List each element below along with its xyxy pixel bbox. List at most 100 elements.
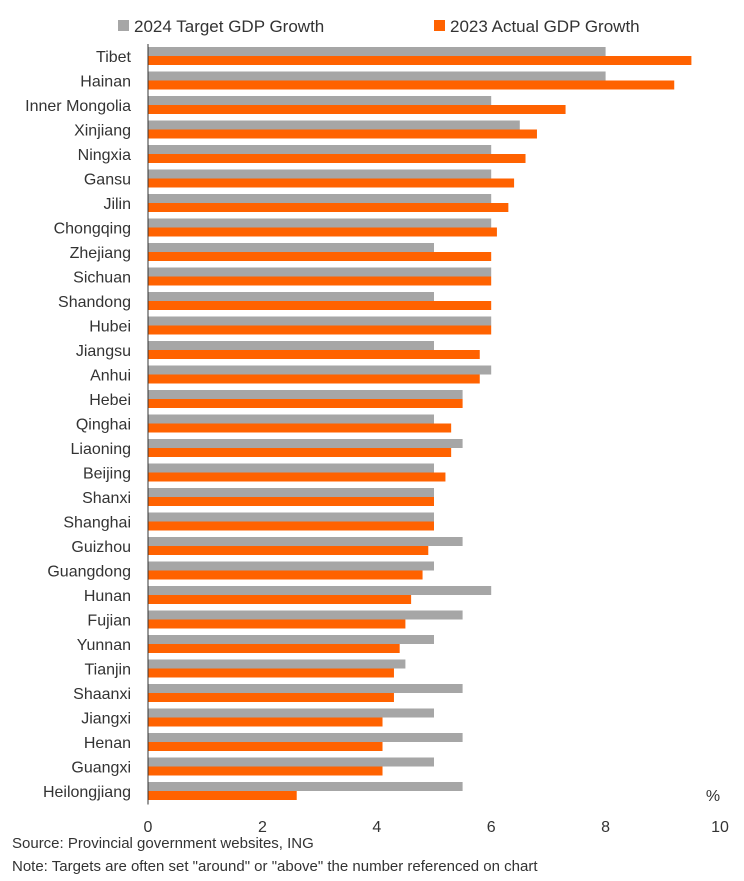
bar-hebei-actual: [148, 399, 463, 408]
bar-henan-actual: [148, 742, 383, 751]
bar-guangxi-actual: [148, 766, 383, 776]
bar-jiangsu-target: [148, 341, 434, 350]
bar-guangdong-target: [148, 561, 434, 571]
bar-heilongjiang-target: [148, 782, 463, 791]
bar-beijing-target: [148, 463, 434, 473]
bar-guizhou-target: [148, 537, 463, 546]
bar-inner-mongolia-actual: [148, 105, 566, 114]
category-label-beijing: Beijing: [83, 466, 131, 483]
category-label-jilin: Jilin: [103, 196, 131, 213]
legend-swatch-target: [118, 20, 129, 31]
category-label-hainan: Hainan: [80, 74, 131, 91]
x-tick-label-0: 0: [144, 819, 153, 836]
category-label-zhejiang: Zhejiang: [70, 245, 131, 262]
bar-jiangxi-actual: [148, 717, 383, 727]
bars: [148, 47, 692, 800]
bar-tibet-target: [148, 47, 606, 56]
bar-shanxi-actual: [148, 497, 434, 506]
category-label-heilongjiang: Heilongjiang: [43, 784, 131, 801]
bar-tibet-actual: [148, 56, 692, 65]
bar-shandong-actual: [148, 301, 492, 310]
bar-jiangsu-actual: [148, 350, 480, 359]
bar-hubei-target: [148, 316, 492, 326]
bar-henan-target: [148, 733, 463, 742]
bar-anhui-target: [148, 365, 492, 375]
category-label-tianjin: Tianjin: [84, 662, 131, 679]
bar-shaanxi-actual: [148, 693, 394, 702]
x-tick-label-8: 8: [601, 819, 610, 836]
legend: 2024 Target GDP Growth 2023 Actual GDP G…: [118, 17, 640, 36]
category-label-fujian: Fujian: [87, 613, 131, 630]
bar-inner-mongolia-target: [148, 96, 492, 105]
bar-shanxi-target: [148, 488, 434, 497]
bar-xinjiang-target: [148, 120, 520, 130]
bar-fujian-target: [148, 610, 463, 620]
bar-heilongjiang-actual: [148, 791, 297, 800]
legend-label-target: 2024 Target GDP Growth: [134, 17, 324, 36]
category-label-shanxi: Shanxi: [82, 490, 131, 507]
category-label-jiangxi: Jiangxi: [81, 711, 131, 728]
bar-xinjiang-actual: [148, 129, 537, 139]
category-label-shanghai: Shanghai: [63, 515, 131, 532]
x-tick-label-6: 6: [487, 819, 496, 836]
category-label-yunnan: Yunnan: [77, 637, 131, 654]
x-tick-label-2: 2: [258, 819, 267, 836]
bar-yunnan-actual: [148, 644, 400, 653]
bar-hainan-target: [148, 71, 606, 81]
category-label-hunan: Hunan: [84, 588, 131, 605]
category-label-xinjiang: Xinjiang: [74, 123, 131, 140]
category-label-guangdong: Guangdong: [47, 564, 131, 581]
category-label-inner-mongolia: Inner Mongolia: [25, 98, 131, 115]
category-label-jiangsu: Jiangsu: [76, 343, 131, 360]
category-label-shaanxi: Shaanxi: [73, 686, 131, 703]
bar-tianjin-actual: [148, 668, 394, 678]
bar-tianjin-target: [148, 659, 406, 669]
unit-label: %: [706, 788, 720, 805]
bar-zhejiang-actual: [148, 252, 492, 261]
category-label-qinghai: Qinghai: [76, 417, 131, 434]
bar-hunan-actual: [148, 595, 412, 604]
bar-beijing-actual: [148, 472, 446, 482]
bar-guizhou-actual: [148, 546, 429, 555]
bar-qinghai-target: [148, 414, 434, 424]
bar-hainan-actual: [148, 80, 675, 90]
category-label-hubei: Hubei: [89, 319, 131, 336]
bar-anhui-actual: [148, 374, 480, 384]
bar-liaoning-actual: [148, 448, 452, 457]
bar-zhejiang-target: [148, 243, 434, 252]
bar-guangdong-actual: [148, 570, 423, 580]
category-labels: Tibet Hainan Inner Mongolia Xinjiang Ningxia…: [25, 49, 131, 801]
category-label-hebei: Hebei: [89, 392, 131, 409]
bar-chongqing-actual: [148, 227, 497, 237]
legend-label-actual: 2023 Actual GDP Growth: [450, 17, 640, 36]
category-label-shandong: Shandong: [58, 294, 131, 311]
category-label-ningxia: Ningxia: [78, 147, 131, 164]
targets-note: Note: Targets are often set "around" or …: [12, 858, 538, 875]
bar-jiangxi-target: [148, 708, 434, 718]
bar-jilin-actual: [148, 203, 509, 212]
bar-shanghai-target: [148, 512, 434, 522]
bar-sichuan-target: [148, 267, 492, 277]
bar-sichuan-actual: [148, 276, 492, 286]
bar-hubei-actual: [148, 325, 492, 335]
category-label-sichuan: Sichuan: [73, 270, 131, 287]
bar-gansu-actual: [148, 178, 515, 188]
bar-ningxia-actual: [148, 154, 526, 163]
bar-shandong-target: [148, 292, 434, 301]
x-tick-label-10: 10: [711, 819, 729, 836]
bar-qinghai-actual: [148, 423, 452, 433]
bar-jilin-target: [148, 194, 492, 203]
bar-chongqing-target: [148, 218, 492, 228]
bar-fujian-actual: [148, 619, 406, 629]
bar-gansu-target: [148, 169, 492, 179]
bar-yunnan-target: [148, 635, 434, 644]
source-note: Source: Provincial government websites, …: [12, 835, 314, 852]
bar-ningxia-target: [148, 145, 492, 154]
bar-shanghai-actual: [148, 521, 434, 531]
bar-hebei-target: [148, 390, 463, 399]
category-label-henan: Henan: [84, 735, 131, 752]
category-label-guangxi: Guangxi: [71, 760, 131, 777]
bar-shaanxi-target: [148, 684, 463, 693]
category-label-guizhou: Guizhou: [71, 539, 131, 556]
